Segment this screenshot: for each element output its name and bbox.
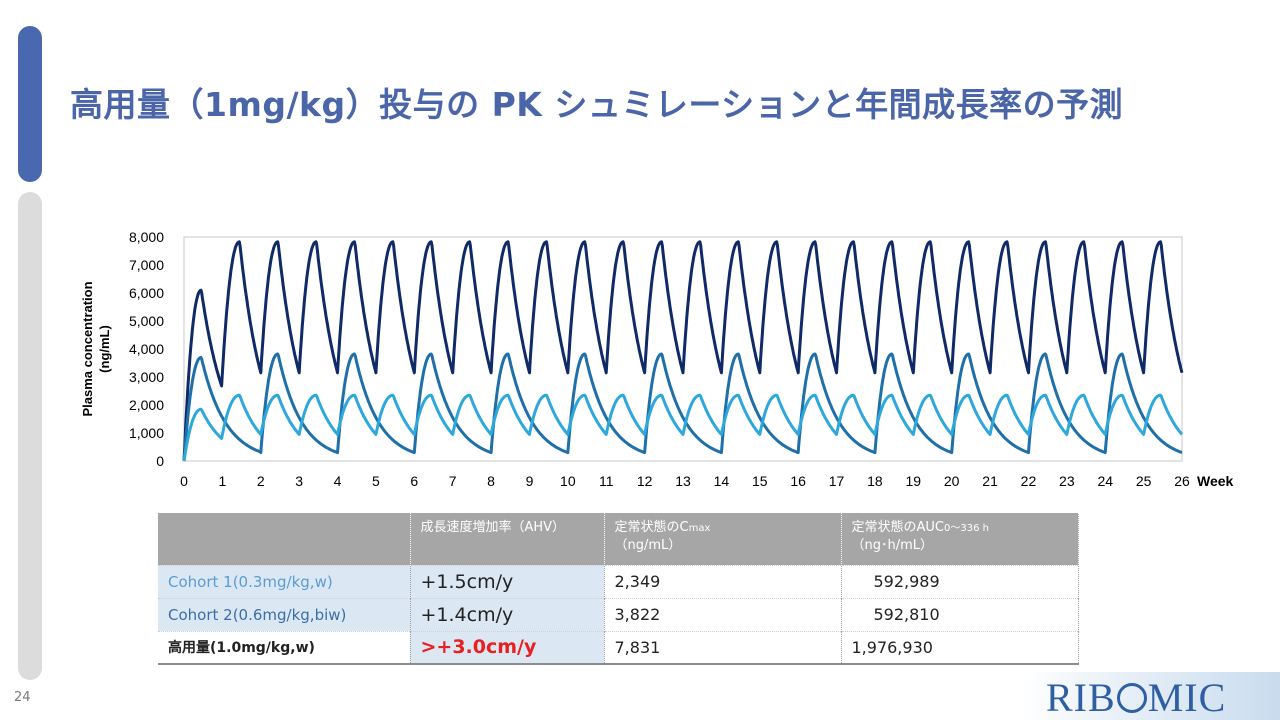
sidebar-track-bar <box>18 192 42 680</box>
sidebar-accent-bar <box>18 26 42 182</box>
ahv-value: +1.4cm/y <box>410 597 605 631</box>
ribomic-logo: RIB MIC <box>1022 672 1280 720</box>
logo-o-ring <box>1116 683 1147 713</box>
table-header-cmax: 定常状態のCmax （ng/mL） <box>604 513 842 565</box>
cohort-name: 高用量(1.0mg/kg,w) <box>158 630 411 665</box>
series-line-3 <box>182 393 1184 462</box>
x-tick-label: 9 <box>526 473 534 489</box>
y-tick-label: 0 <box>156 453 164 469</box>
x-tick-label: 6 <box>410 473 418 489</box>
x-tick-label: 0 <box>180 473 188 489</box>
logo-text: RIB MIC <box>1046 674 1226 720</box>
x-tick-label: 20 <box>944 473 960 489</box>
x-tick-label: 4 <box>334 473 342 489</box>
x-tick-label: 3 <box>295 473 303 489</box>
x-axis-label: Week <box>1197 473 1234 489</box>
x-tick-label: 1 <box>218 473 226 489</box>
x-tick-label: 19 <box>906 473 922 489</box>
table-header-auc: 定常状態のAUC0～336 h （ng･h/mL） <box>841 513 1079 565</box>
table-header-cohort <box>158 513 411 565</box>
x-tick-label: 26 <box>1174 473 1190 489</box>
series-line-1 <box>182 240 1184 462</box>
x-tick-label: 7 <box>449 473 457 489</box>
logo-text-left: RIB <box>1046 675 1116 720</box>
x-tick-label: 22 <box>1021 473 1037 489</box>
x-tick-label: 8 <box>487 473 495 489</box>
auc-value: 592,989 <box>841 564 1079 598</box>
y-axis-label-unit: (ng/mL) <box>97 325 112 373</box>
y-tick-label: 6,000 <box>129 285 164 301</box>
x-tick-label: 17 <box>829 473 845 489</box>
x-tick-label: 14 <box>714 473 730 489</box>
logo-text-right: MIC <box>1147 675 1227 720</box>
y-axis-label: Plasma concentration <box>80 281 95 416</box>
table-header-auc-sub: 0～336 h <box>944 523 989 534</box>
table-header-cmax-unit: （ng/mL） <box>614 538 682 553</box>
x-tick-label: 25 <box>1136 473 1152 489</box>
series-line-2 <box>182 352 1183 462</box>
table-header-ahv: 成長速度増加率（AHV） <box>410 513 605 565</box>
x-tick-label: 16 <box>790 473 806 489</box>
table-header-cmax-label: 定常状態のC <box>614 520 689 535</box>
table-header-row: 成長速度増加率（AHV） 定常状態のCmax （ng/mL） 定常状態のAUC0… <box>158 513 1079 565</box>
y-tick-label: 5,000 <box>129 313 164 329</box>
cmax-value: 3,822 <box>604 597 842 631</box>
x-tick-label: 10 <box>560 473 576 489</box>
auc-value: 592,810 <box>841 597 1079 631</box>
ahv-value: >+3.0cm/y <box>410 630 605 665</box>
pk-summary-table: 成長速度増加率（AHV） 定常状態のCmax （ng/mL） 定常状態のAUC0… <box>158 513 1079 665</box>
y-tick-label: 3,000 <box>129 369 164 385</box>
y-tick-label: 2,000 <box>129 397 164 413</box>
table-header-cmax-sub: max <box>688 523 711 534</box>
cmax-value: 7,831 <box>604 630 842 665</box>
y-tick-label: 8,000 <box>129 229 164 245</box>
y-tick-label: 1,000 <box>129 425 164 441</box>
table-header-ahv-label: 成長速度増加率（AHV） <box>420 520 566 535</box>
x-tick-label: 15 <box>752 473 768 489</box>
x-tick-label: 2 <box>257 473 265 489</box>
table-row: Cohort 2(0.6mg/kg,biw) +1.4cm/y 3,822 59… <box>158 597 1079 631</box>
y-tick-label: 7,000 <box>129 257 164 273</box>
x-tick-label: 23 <box>1059 473 1075 489</box>
x-tick-label: 11 <box>599 473 614 489</box>
table-header-auc-label: 定常状態のAUC <box>851 520 945 535</box>
ahv-value: +1.5cm/y <box>410 564 605 598</box>
y-tick-label: 4,000 <box>129 341 164 357</box>
auc-value: 1,976,930 <box>841 630 1079 665</box>
table-row: Cohort 1(0.3mg/kg,w) +1.5cm/y 2,349 592,… <box>158 564 1079 598</box>
x-tick-label: 12 <box>637 473 653 489</box>
cohort-name: Cohort 1(0.3mg/kg,w) <box>158 564 411 598</box>
pk-simulation-chart: 0 1,000 2,000 3,000 4,000 5,000 6,000 7,000 8,00… <box>70 225 1260 500</box>
page-number: 24 <box>14 690 31 705</box>
cohort-name: Cohort 2(0.6mg/kg,biw) <box>158 597 411 631</box>
table-row: 高用量(1.0mg/kg,w) >+3.0cm/y 7,831 1,976,93… <box>158 630 1079 665</box>
x-tick-label: 13 <box>675 473 691 489</box>
x-tick-label: 21 <box>982 473 998 489</box>
x-tick-label: 24 <box>1097 473 1113 489</box>
table-header-auc-unit: （ng･h/mL） <box>851 538 934 553</box>
page-title: 高用量（1mg/kg）投与の PK シュミレーションと年間成長率の予測 <box>70 85 1124 124</box>
cmax-value: 2,349 <box>604 564 842 598</box>
x-tick-label: 18 <box>867 473 883 489</box>
x-tick-label: 5 <box>372 473 380 489</box>
chart-svg: 0 1,000 2,000 3,000 4,000 5,000 6,000 7,000 8,00… <box>80 229 1234 489</box>
